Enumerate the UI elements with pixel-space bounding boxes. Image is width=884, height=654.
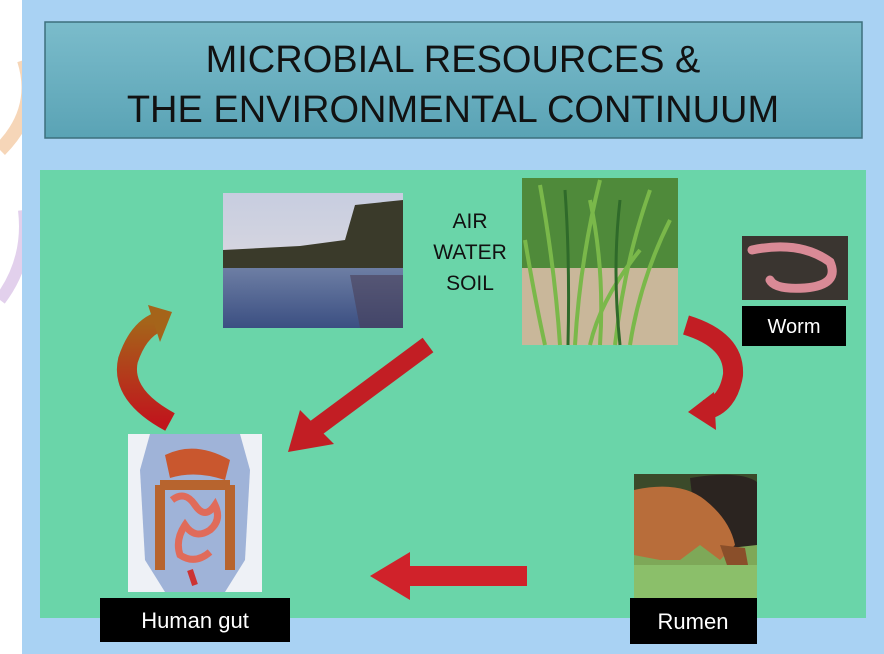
lake-image: [223, 193, 403, 328]
rumen-label: Rumen: [658, 609, 729, 634]
element-label: AIR: [452, 210, 487, 233]
element-label: SOIL: [446, 272, 494, 295]
gut-image: [128, 434, 262, 592]
worm-label: Worm: [768, 316, 821, 338]
human-gut-label: Human gut: [141, 608, 249, 633]
plant-image: [522, 178, 678, 345]
slide: MICROBIAL RESOURCES & THE ENVIRONMENTAL …: [0, 0, 884, 654]
title-line: THE ENVIRONMENTAL CONTINUUM: [127, 89, 779, 131]
cattle-image: [634, 474, 757, 598]
element-label: WATER: [433, 241, 507, 264]
worm-image: [742, 236, 848, 300]
title-line: MICROBIAL RESOURCES &: [206, 39, 701, 81]
margin: [0, 0, 24, 654]
